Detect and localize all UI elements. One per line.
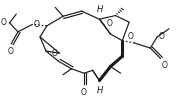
Text: O: O [106, 20, 112, 28]
Text: H: H [97, 5, 103, 14]
Text: O: O [1, 18, 7, 27]
Text: O: O [7, 47, 13, 56]
Text: H: H [97, 86, 103, 95]
Text: O: O [127, 32, 133, 41]
Text: O: O [52, 49, 58, 58]
Text: O: O [34, 20, 40, 29]
Text: O: O [80, 88, 86, 97]
Text: O: O [161, 61, 167, 70]
Text: O: O [159, 32, 165, 41]
